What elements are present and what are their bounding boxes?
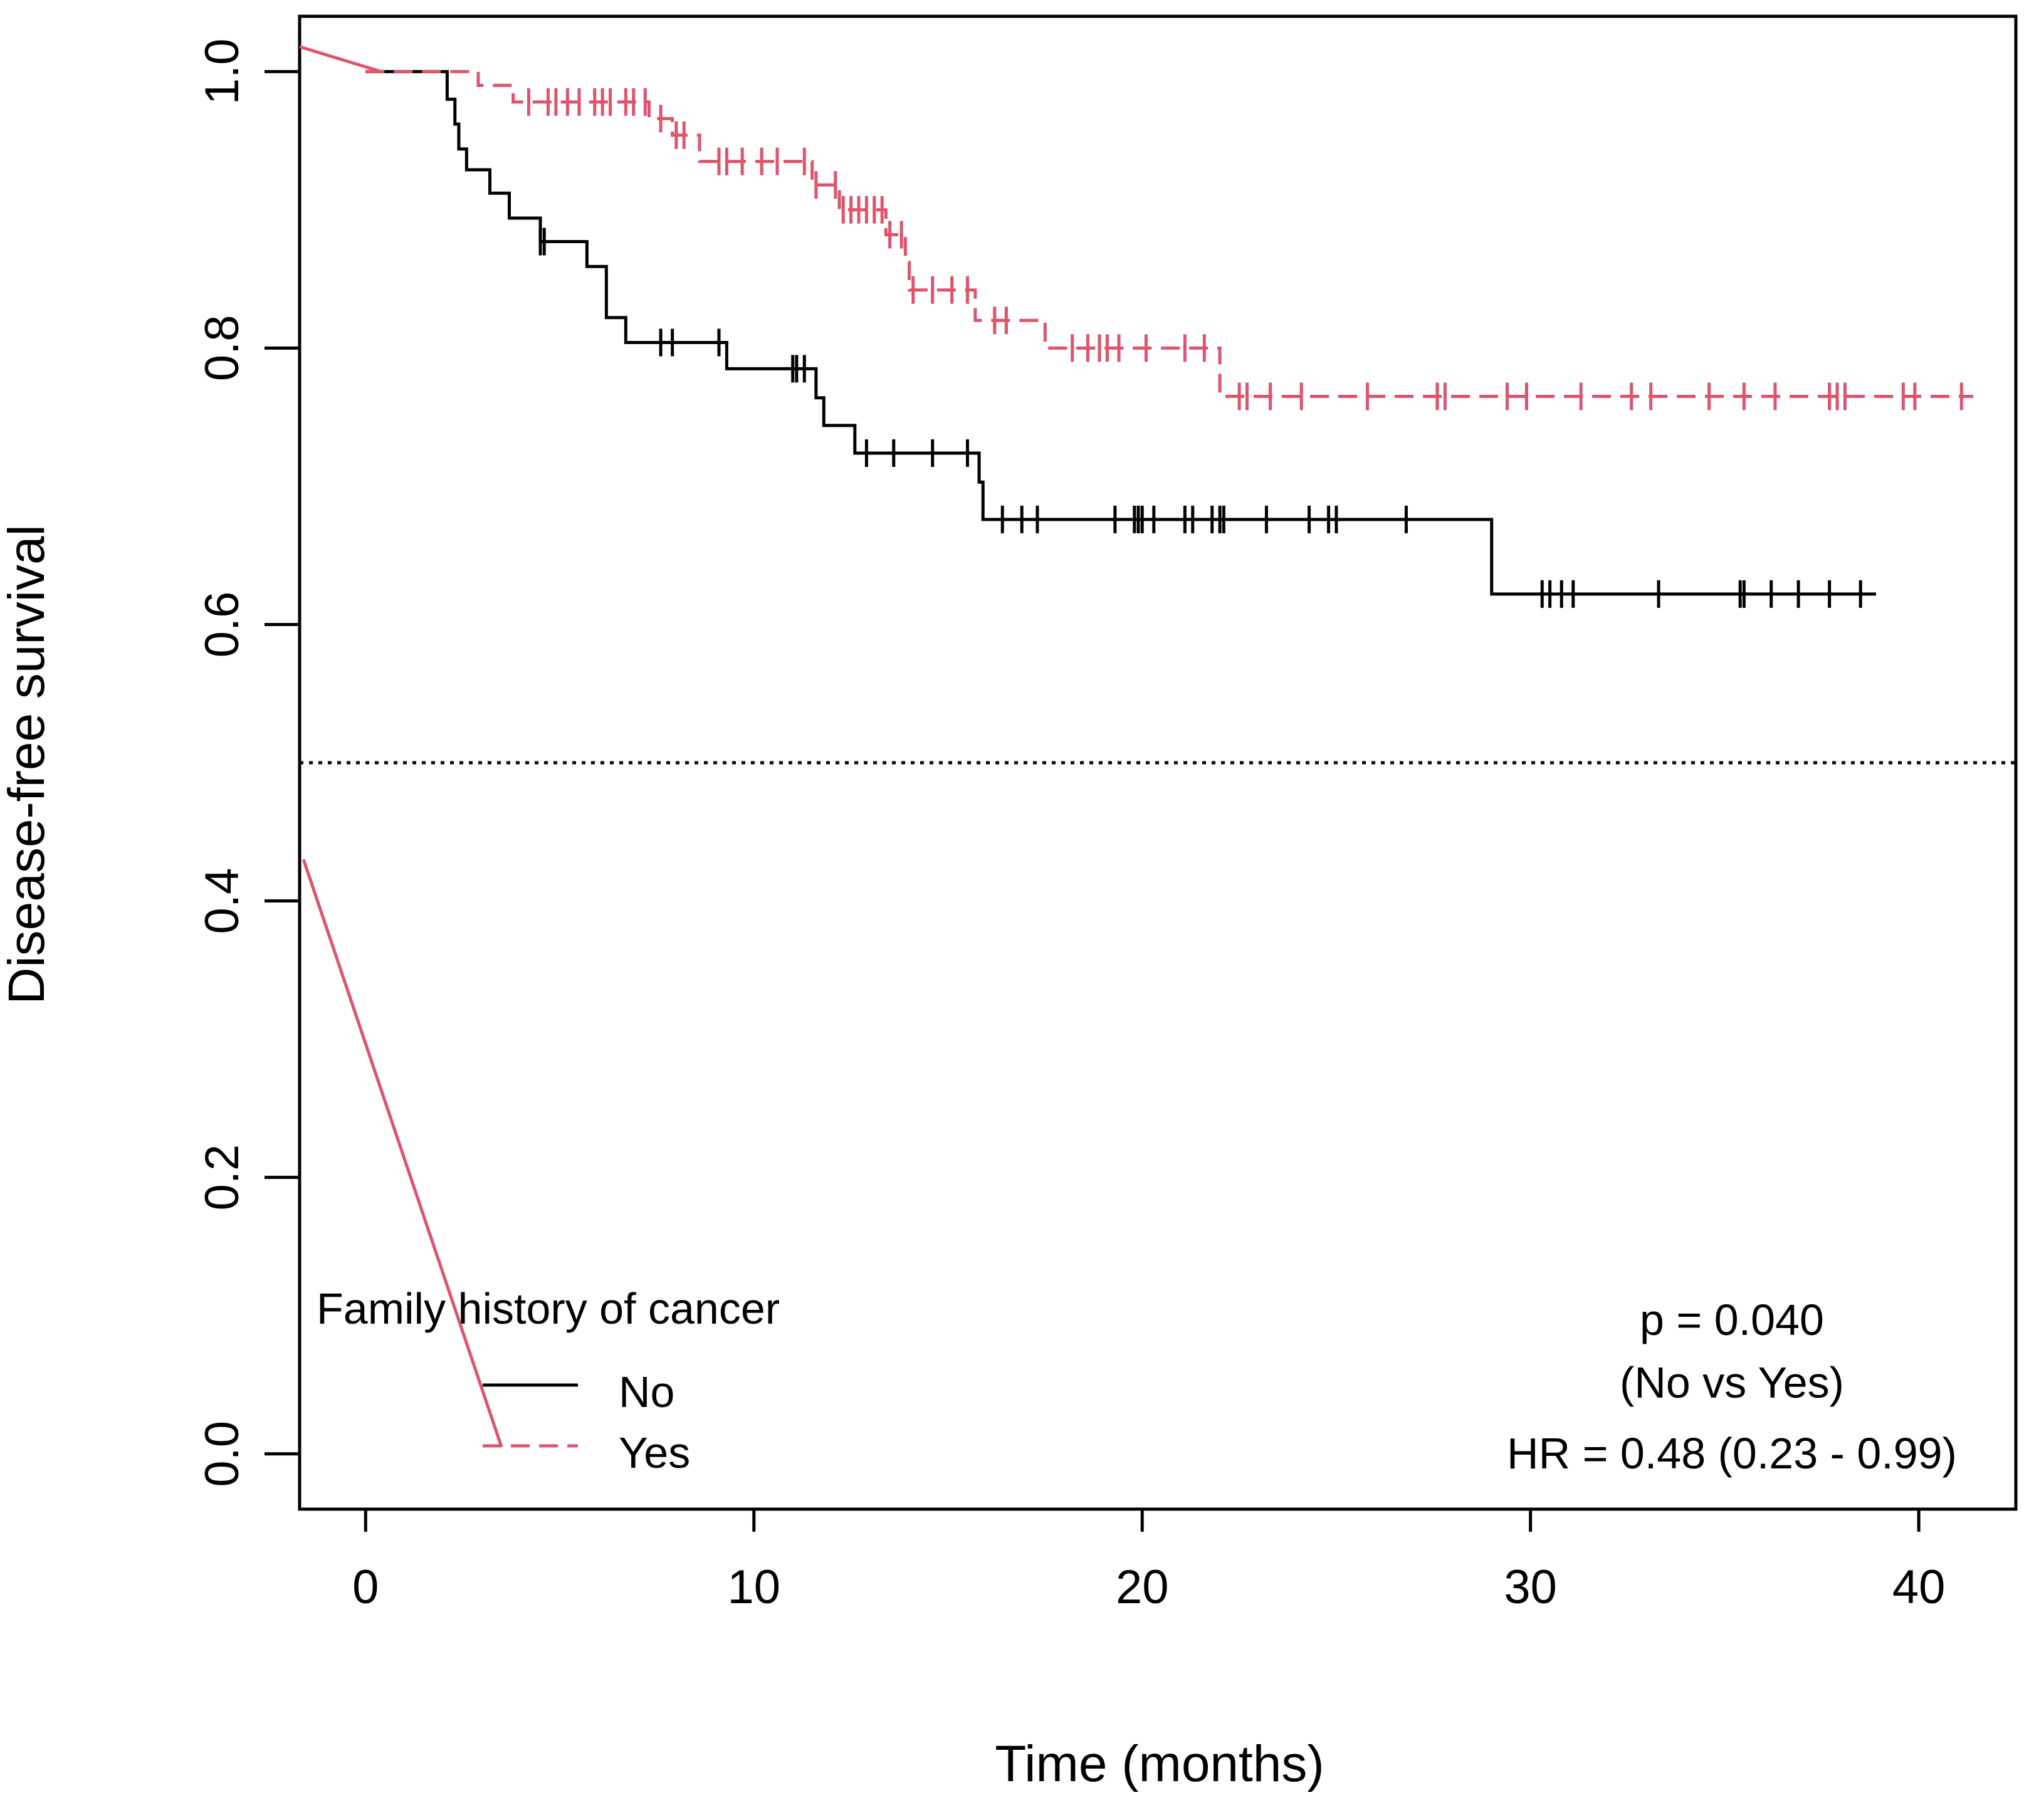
y-axis-title: Disease-free survival	[0, 525, 55, 1005]
comparison-text: (No vs Yes)	[1620, 1358, 1844, 1407]
series-layer	[365, 70, 1973, 608]
legend-title: Family history of cancer	[317, 1284, 780, 1333]
legend: Family history of cancer No Yes	[317, 1284, 780, 1477]
y-axis: 0.0 0.2 0.4 0.6 0.8 1.0	[196, 38, 301, 1487]
x-tick-label: 20	[1116, 1561, 1169, 1614]
x-tick-label: 10	[727, 1561, 780, 1614]
series-line-yes	[365, 70, 1973, 399]
y-tick-label: 1.0	[196, 38, 249, 105]
hazard-ratio-text: HR = 0.48 (0.23 - 0.99)	[1507, 1429, 1957, 1478]
y-tick-label: 0.4	[196, 868, 249, 934]
legend-label-no: No	[619, 1368, 674, 1416]
x-tick-label: 40	[1892, 1561, 1946, 1614]
artifact-line	[301, 859, 503, 1448]
y-tick-label: 0.2	[196, 1144, 249, 1211]
y-tick-label: 0.6	[196, 592, 249, 658]
y-tick-label: 0.8	[196, 315, 249, 382]
artifact-layer	[299, 45, 503, 1448]
stats-annotation: p = 0.040 (No vs Yes) HR = 0.48 (0.23 - …	[1507, 1295, 1957, 1478]
artifact-line-top	[299, 45, 382, 73]
x-tick-label: 0	[352, 1561, 379, 1614]
y-tick-label: 0.0	[196, 1421, 249, 1487]
series-line-no	[365, 70, 1876, 596]
legend-label-yes: Yes	[619, 1428, 690, 1477]
x-axis: 0 10 20 30 40	[352, 1507, 1946, 1614]
x-axis-title: Time (months)	[995, 1735, 1324, 1792]
x-tick-label: 30	[1504, 1561, 1557, 1614]
p-value-text: p = 0.040	[1640, 1295, 1824, 1344]
